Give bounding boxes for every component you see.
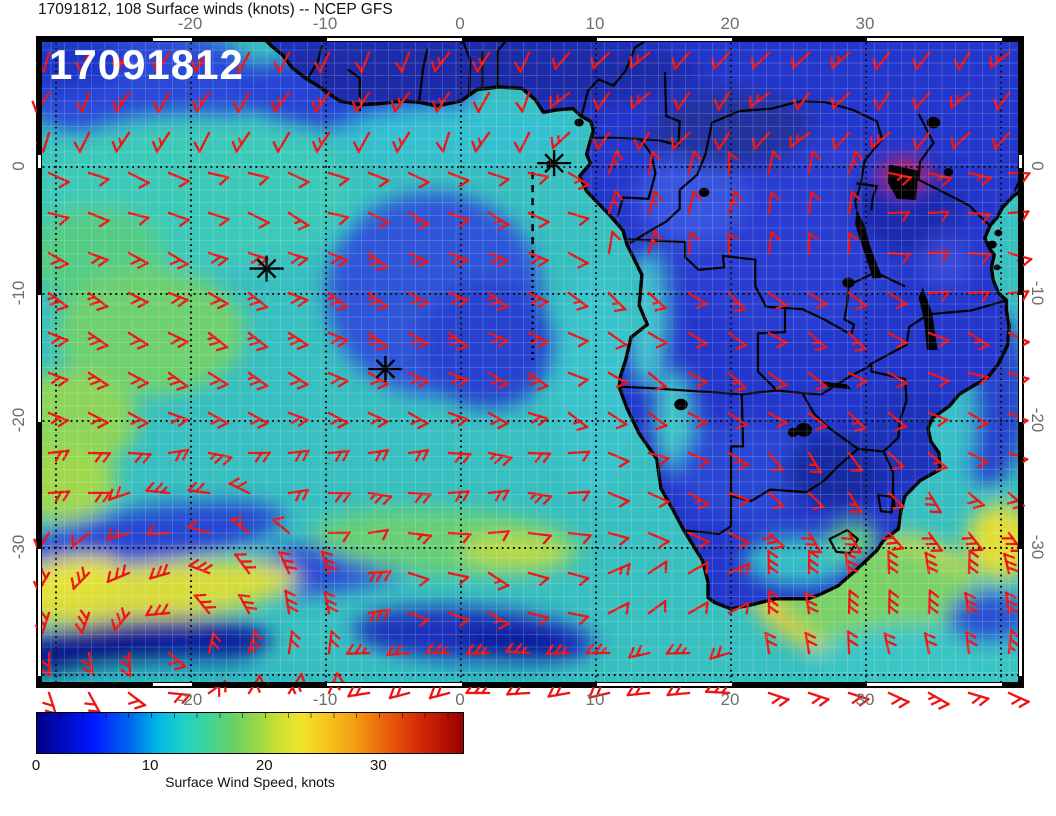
axis-tick-bottom: 20 — [720, 690, 740, 709]
wind-map-svg — [31, 37, 1033, 716]
lakes — [546, 116, 1003, 437]
ocean-speed-field — [37, 37, 1023, 687]
map-frame-band-right — [1018, 37, 1023, 687]
figure-title: 17091812, 108 Surface winds (knots) -- N… — [38, 1, 393, 18]
colorbar-tickmarks — [37, 713, 463, 718]
axis-tick-left: -30 — [9, 534, 28, 560]
axis-tick-bottom: -20 — [177, 690, 203, 709]
axis-tick-right: -20 — [1028, 407, 1047, 433]
axis-tick-bottom: -10 — [312, 690, 338, 709]
axis-tick-top: 10 — [585, 14, 605, 33]
axis-tick-right: -10 — [1028, 280, 1047, 306]
map-frame-band-bottom — [37, 682, 1023, 687]
spot-markers — [249, 150, 572, 382]
axis-tick-top: -10 — [312, 14, 338, 33]
wind-barbs-layer — [31, 51, 1033, 716]
axis-tick-left: 0 — [9, 161, 28, 171]
axis-tick-left: -20 — [9, 407, 28, 433]
axis-tick-top: 20 — [720, 14, 740, 33]
colorbar-tick-label: 10 — [141, 757, 159, 774]
axis-tick-top: 0 — [455, 14, 465, 33]
axis-tick-bottom: 30 — [855, 690, 875, 709]
axis-tick-top: 30 — [855, 14, 875, 33]
axis-tick-right: 0 — [1028, 161, 1047, 171]
axis-tick-right: -30 — [1028, 534, 1047, 560]
colorbar-tick-label: 0 — [31, 757, 41, 774]
axis-tick-bottom: 10 — [585, 690, 605, 709]
map-plot-area: 17091812 — [31, 36, 1033, 716]
colorbar-caption: Surface Wind Speed, knots — [165, 774, 335, 790]
field-layer — [37, 37, 1023, 687]
run-timestamp-label: 17091812 — [49, 41, 244, 88]
colorbar-tick-label: 20 — [255, 757, 273, 774]
axis-tick-top: -20 — [177, 14, 203, 33]
colorbar-tick-label: 30 — [370, 757, 387, 774]
colorbar — [36, 712, 464, 754]
axis-tick-left: -10 — [9, 280, 28, 306]
coastline-path — [259, 37, 1023, 611]
map-frame-band-left — [37, 37, 42, 687]
axis-tick-bottom: 0 — [455, 690, 465, 709]
